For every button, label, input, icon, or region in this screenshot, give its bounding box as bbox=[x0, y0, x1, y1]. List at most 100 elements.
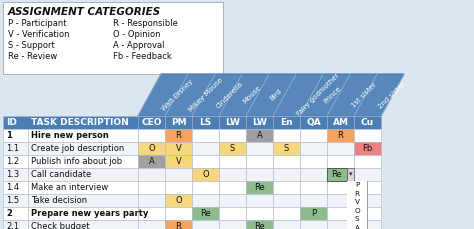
Bar bbox=[327, 194, 354, 207]
Text: O: O bbox=[354, 208, 360, 214]
Bar bbox=[3, 129, 28, 142]
Text: 1st sister: 1st sister bbox=[350, 82, 377, 109]
Bar bbox=[246, 142, 273, 155]
Text: S: S bbox=[355, 216, 359, 222]
Bar bbox=[327, 181, 354, 194]
Text: V: V bbox=[355, 199, 359, 205]
Text: P: P bbox=[355, 182, 359, 188]
Text: Re - Review: Re - Review bbox=[8, 52, 57, 61]
Bar bbox=[246, 129, 273, 142]
Text: ▾: ▾ bbox=[349, 172, 352, 177]
Bar bbox=[165, 116, 192, 129]
Bar bbox=[3, 116, 381, 129]
Bar bbox=[219, 129, 246, 142]
Bar bbox=[327, 129, 354, 142]
Bar bbox=[327, 116, 354, 129]
Bar bbox=[219, 142, 246, 155]
Bar bbox=[300, 194, 327, 207]
Bar bbox=[273, 116, 300, 129]
Text: P: P bbox=[311, 209, 316, 218]
Bar bbox=[246, 155, 273, 168]
Bar bbox=[192, 194, 219, 207]
Bar bbox=[300, 155, 327, 168]
Bar bbox=[165, 207, 192, 220]
Text: Fb - Feedback: Fb - Feedback bbox=[113, 52, 172, 61]
Bar bbox=[138, 220, 165, 229]
Bar bbox=[273, 194, 300, 207]
Text: A: A bbox=[256, 131, 263, 140]
Bar bbox=[354, 194, 381, 207]
Bar bbox=[28, 142, 138, 155]
Bar bbox=[3, 181, 28, 194]
Text: R: R bbox=[337, 131, 344, 140]
Bar bbox=[354, 116, 381, 129]
Bar bbox=[3, 194, 28, 207]
Bar bbox=[3, 207, 28, 220]
Text: PM: PM bbox=[171, 118, 186, 127]
Bar bbox=[300, 116, 327, 129]
Bar bbox=[28, 220, 138, 229]
Bar bbox=[300, 181, 327, 194]
Text: Prepare new years party: Prepare new years party bbox=[31, 209, 148, 218]
Bar bbox=[246, 194, 273, 207]
Text: A: A bbox=[149, 157, 155, 166]
Text: R: R bbox=[175, 222, 182, 229]
Bar bbox=[219, 207, 246, 220]
Text: 2: 2 bbox=[6, 209, 12, 218]
Text: S - Support: S - Support bbox=[8, 41, 55, 50]
Text: Bird: Bird bbox=[269, 88, 283, 102]
Bar bbox=[165, 181, 192, 194]
Text: A: A bbox=[355, 225, 359, 229]
Text: R - Responsible: R - Responsible bbox=[113, 19, 178, 28]
Text: ASSIGNMENT CATEGORIES: ASSIGNMENT CATEGORIES bbox=[8, 7, 161, 17]
Text: LW: LW bbox=[225, 118, 240, 127]
Bar bbox=[219, 181, 246, 194]
Text: O: O bbox=[202, 170, 209, 179]
Bar bbox=[165, 129, 192, 142]
Bar bbox=[138, 142, 165, 155]
Bar bbox=[273, 181, 300, 194]
Bar bbox=[327, 155, 354, 168]
Bar bbox=[138, 181, 165, 194]
Text: CEO: CEO bbox=[141, 118, 162, 127]
Text: P - Participant: P - Participant bbox=[8, 19, 66, 28]
Text: V: V bbox=[176, 157, 182, 166]
Text: Re: Re bbox=[332, 170, 342, 179]
Bar bbox=[138, 116, 165, 129]
Text: Publish info about job: Publish info about job bbox=[31, 157, 122, 166]
Text: Fairy godmother: Fairy godmother bbox=[296, 73, 341, 117]
Text: LW: LW bbox=[252, 118, 267, 127]
Bar bbox=[165, 142, 192, 155]
Text: 2nd sister: 2nd sister bbox=[377, 81, 406, 109]
Bar bbox=[246, 116, 273, 129]
Bar bbox=[300, 207, 327, 220]
Bar bbox=[347, 181, 367, 190]
Bar bbox=[28, 155, 138, 168]
Text: QA: QA bbox=[306, 118, 321, 127]
Bar bbox=[354, 168, 381, 181]
Text: Mouse: Mouse bbox=[242, 85, 262, 105]
Bar bbox=[347, 168, 354, 181]
Text: O - Opinion: O - Opinion bbox=[113, 30, 161, 39]
Bar bbox=[354, 155, 381, 168]
Text: LS: LS bbox=[200, 118, 211, 127]
Text: Check budget: Check budget bbox=[31, 222, 90, 229]
Text: Re: Re bbox=[254, 183, 265, 192]
Bar bbox=[219, 168, 246, 181]
Bar bbox=[192, 220, 219, 229]
Bar bbox=[138, 155, 165, 168]
Text: Cinderella: Cinderella bbox=[215, 80, 244, 109]
Polygon shape bbox=[138, 74, 404, 116]
Text: Take decision: Take decision bbox=[31, 196, 87, 205]
Bar bbox=[3, 155, 28, 168]
Bar bbox=[347, 181, 367, 229]
Bar bbox=[3, 220, 28, 229]
Bar bbox=[327, 220, 354, 229]
Bar bbox=[3, 168, 28, 181]
Text: Fb: Fb bbox=[363, 144, 373, 153]
Bar bbox=[28, 207, 138, 220]
Bar bbox=[347, 215, 367, 224]
Text: Re: Re bbox=[200, 209, 211, 218]
Bar bbox=[300, 142, 327, 155]
Bar bbox=[354, 220, 381, 229]
